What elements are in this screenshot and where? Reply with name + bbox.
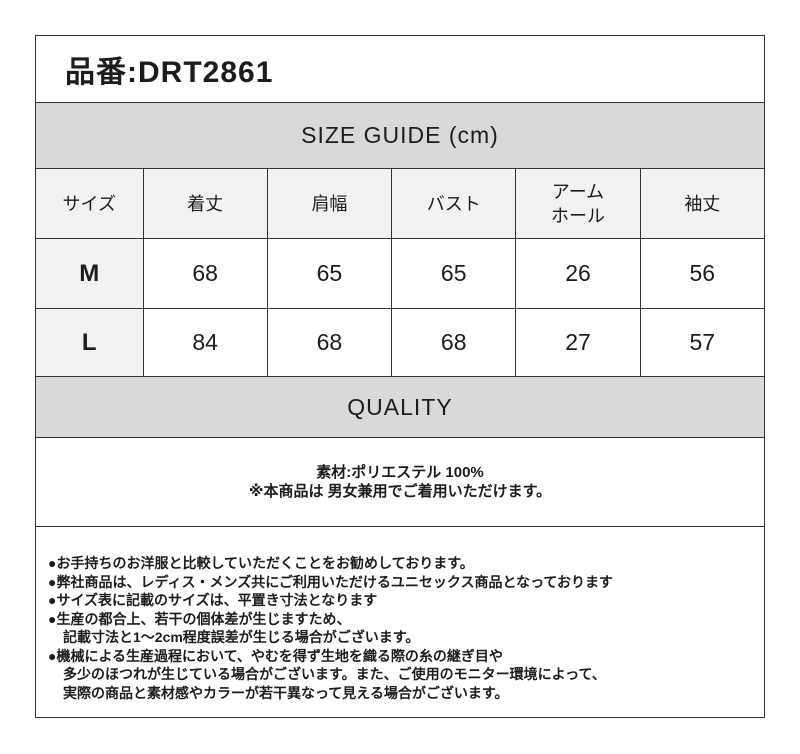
header-size: サイズ [35,168,144,239]
material-box: 素材:ポリエステル 100% ※本商品は 男女兼用でご着用いただけます。 [35,437,765,527]
cell-l-body-length: 84 [142,308,268,377]
size-guide-header-band: SIZE GUIDE (cm) [35,102,765,169]
size-table: サイズ 着丈 肩幅 バスト アーム ホール 袖丈 M 68 65 65 26 5… [35,168,766,377]
cell-m-body-length: 68 [142,238,268,309]
header-body-length: 着丈 [142,168,268,239]
size-guide-title: SIZE GUIDE (cm) [301,122,499,148]
header-shoulder-width: 肩幅 [266,168,393,239]
cell-l-shoulder-width: 68 [266,308,393,377]
quality-header-band: QUALITY [35,376,765,438]
note-line: ●お手持ちのお洋服と比較していただくことをお勧めしております。 [48,555,474,571]
material-line: 素材:ポリエステル 100% [316,464,484,481]
header-sleeve-length: 袖丈 [639,168,766,239]
note-line-continuation: 実際の商品と素材感やカラーが若干異なって見える場合がございます。 [63,684,509,701]
notes-box: ●お手持ちのお洋服と比較していただくことをお勧めしております。 ●弊社商品は、レ… [35,526,765,718]
cell-m-bust: 65 [391,238,517,309]
cell-l-armhole: 27 [515,308,641,377]
note-line: ●弊社商品は、レディス・メンズ共にご利用いただけるユニセックス商品となっておりま… [48,573,613,590]
note-line-continuation: 多少のほつれが生じている場合がございます。また、ご使用のモニター環境によって、 [63,666,606,682]
table-row-size-m: M 68 65 65 26 56 [35,238,766,309]
header-armhole: アーム ホール [515,168,641,239]
unisex-note-line: ※本商品は 男女兼用でご着用いただけます。 [248,483,552,500]
cell-m-shoulder-width: 65 [266,238,393,309]
cell-l-bust: 68 [391,308,517,377]
product-number-text: 品番:DRT2861 [65,56,274,89]
cell-l-sleeve-length: 57 [639,308,766,377]
note-line: ●機械による生産過程において、やむを得ず生地を織る際の糸の継ぎ目や [48,647,503,664]
size-label-m: M [35,238,144,309]
header-bust: バスト [391,168,517,239]
quality-title: QUALITY [347,393,453,420]
cell-m-armhole: 26 [515,238,641,309]
table-row-size-l: L 84 68 68 27 57 [35,308,766,377]
cell-m-sleeve-length: 56 [639,238,766,309]
size-table-header-row: サイズ 着丈 肩幅 バスト アーム ホール 袖丈 [35,168,766,239]
size-label-l: L [35,308,144,377]
note-line-continuation: 記載寸法と1～2cm程度誤差が生じる場合がございます。 [63,629,420,645]
size-guide-sheet: 品番:DRT2861 SIZE GUIDE (cm) サイズ 着丈 肩幅 バスト… [35,35,766,718]
product-number-box: 品番:DRT2861 [35,35,765,103]
note-line: ●生産の都合上、若干の個体差が生じますため、 [48,610,351,627]
note-line: ●サイズ表に記載のサイズは、平置き寸法となります [48,592,378,608]
